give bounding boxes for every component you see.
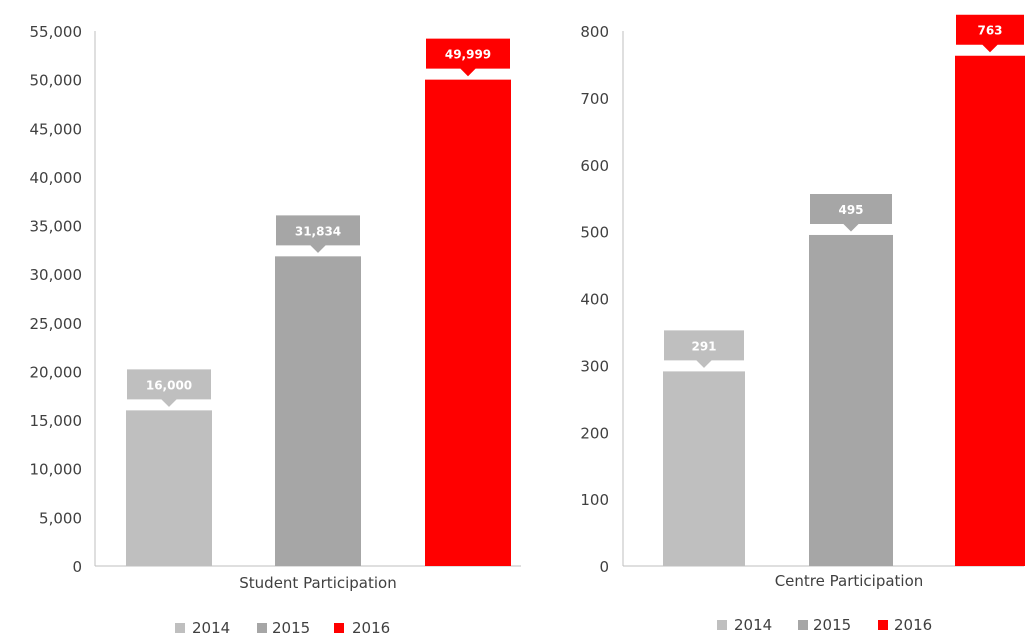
centre-data-label-callout-2015: [808, 191, 894, 235]
centre-data-label-2014: 291: [691, 339, 716, 353]
student-y-tick-label: 30,000: [30, 266, 83, 284]
student-data-label-2015: 31,834: [295, 224, 341, 238]
student-y-tick-label: 10,000: [30, 461, 83, 479]
centre-legend-label-2015: 2015: [813, 616, 851, 634]
student-data-label-callout-2015: [274, 213, 362, 256]
student-y-tick-label: 0: [72, 558, 82, 576]
centre-y-tick-label: 300: [580, 357, 609, 375]
student-y-tick-label: 5,000: [39, 509, 82, 527]
student-legend-swatch-2014: [175, 623, 185, 633]
student-data-label-2016: 49,999: [445, 48, 491, 62]
centre-data-label-callout-2016: [954, 12, 1025, 56]
student-legend-label-2014: 2014: [192, 619, 230, 637]
centre-data-label-2016: 763: [977, 24, 1002, 38]
student-bar-2014: [126, 410, 212, 566]
student-category-label: Student Participation: [239, 574, 396, 592]
centre-legend-swatch-2015: [798, 620, 808, 630]
centre-y-tick-label: 200: [580, 424, 609, 442]
centre-legend-swatch-2014: [717, 620, 727, 630]
centre-y-tick-label: 400: [580, 291, 609, 309]
student-y-tick-label: 50,000: [30, 72, 83, 90]
centre-legend-label-2014: 2014: [734, 616, 772, 634]
centre-y-tick-label: 100: [580, 491, 609, 509]
centre-y-tick-label: 800: [580, 23, 609, 41]
student-legend-label-2015: 2015: [272, 619, 310, 637]
student-data-label-callout-2016: [424, 36, 512, 80]
student-bar-2016: [425, 79, 511, 566]
centre-bar-2016: [955, 55, 1025, 567]
student-y-tick-label: 20,000: [30, 363, 83, 381]
centre-y-tick-label: 600: [580, 157, 609, 175]
student-y-tick-label: 35,000: [30, 218, 83, 236]
centre-y-tick-label: 0: [599, 558, 609, 576]
student-legend-swatch-2015: [257, 623, 267, 633]
centre-data-label-2015: 495: [838, 203, 863, 217]
student-legend-swatch-2016: [334, 623, 344, 633]
student-data-label-2014: 16,000: [146, 378, 192, 392]
student-y-tick-label: 25,000: [30, 315, 83, 333]
student-bar-2015: [275, 256, 361, 566]
student-y-tick-label: 45,000: [30, 120, 83, 138]
student-y-tick-label: 40,000: [30, 169, 83, 187]
student-y-tick-label: 55,000: [30, 23, 83, 41]
centre-bar-2014: [663, 371, 745, 566]
centre-legend-label-2016: 2016: [894, 616, 932, 634]
centre-y-tick-label: 700: [580, 90, 609, 108]
centre-data-label-callout-2014: [662, 328, 746, 371]
centre-legend-swatch-2016: [878, 620, 888, 630]
student-data-label-callout-2014: [125, 367, 213, 410]
student-legend-label-2016: 2016: [352, 619, 390, 637]
centre-y-tick-label: 500: [580, 224, 609, 242]
centre-bar-2015: [809, 234, 893, 566]
student-y-tick-label: 15,000: [30, 412, 83, 430]
centre-category-label: Centre Participation: [775, 572, 924, 590]
